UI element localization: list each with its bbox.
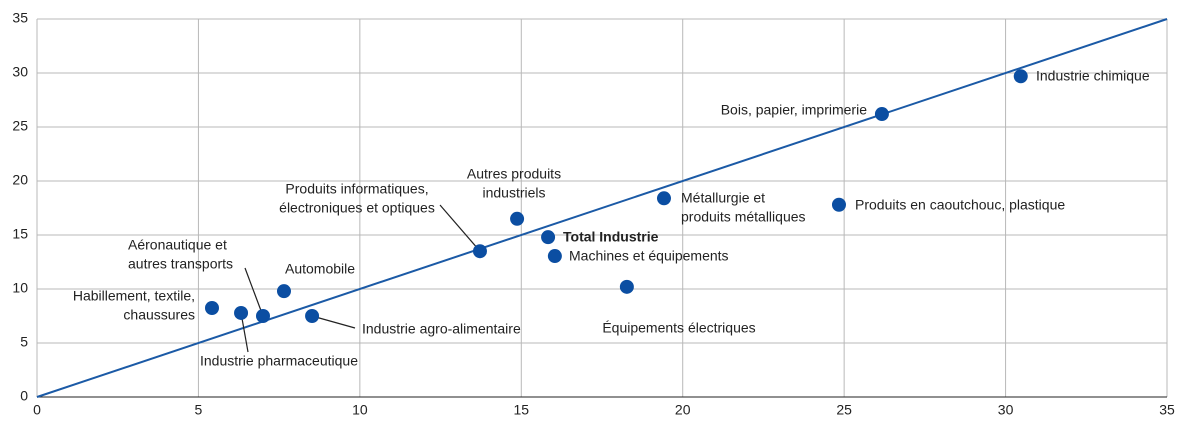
y-tick-label: 25 xyxy=(12,118,28,134)
y-tick-label: 5 xyxy=(20,334,28,350)
x-tick-label: 15 xyxy=(513,402,529,418)
point-label: autres transports xyxy=(128,256,233,272)
point-label: Bois, papier, imprimerie xyxy=(721,102,867,118)
point-label: industriels xyxy=(482,185,545,201)
x-tick-label: 10 xyxy=(352,402,368,418)
point xyxy=(234,305,249,320)
point xyxy=(472,244,487,259)
leader-line xyxy=(311,315,356,329)
point-label: produits métalliques xyxy=(681,209,806,225)
x-tick-label: 25 xyxy=(836,402,852,418)
point xyxy=(510,211,525,226)
point xyxy=(547,249,562,264)
point-label: Autres produits xyxy=(467,166,561,182)
point xyxy=(541,230,556,245)
point-label: électroniques et optiques xyxy=(279,200,435,216)
point-label: Machines et équipements xyxy=(569,248,729,264)
y-tick-label: 20 xyxy=(12,172,28,188)
point xyxy=(874,107,889,122)
point-label: Produits en caoutchouc, plastique xyxy=(855,197,1065,213)
point-label: Équipements électriques xyxy=(602,320,755,336)
y-tick-label: 10 xyxy=(12,280,28,296)
point-label: Habillement, textile, xyxy=(73,288,195,304)
point xyxy=(619,279,634,294)
leader-line xyxy=(244,267,264,317)
point-label: Industrie chimique xyxy=(1036,68,1150,84)
point xyxy=(1013,69,1028,84)
x-tick-label: 0 xyxy=(33,402,41,418)
y-tick-label: 35 xyxy=(12,10,28,26)
point-label: Industrie agro-alimentaire xyxy=(362,321,521,337)
point-label: Industrie pharmaceutique xyxy=(200,353,358,369)
x-tick-label: 30 xyxy=(998,402,1014,418)
point-label: Produits informatiques, xyxy=(285,181,428,197)
reference-line xyxy=(36,18,1168,398)
x-tick-label: 20 xyxy=(675,402,691,418)
y-tick-label: 15 xyxy=(12,226,28,242)
x-tick-label: 5 xyxy=(195,402,203,418)
point xyxy=(656,191,671,206)
y-tick-label: 30 xyxy=(12,64,28,80)
point-label: Aéronautique et xyxy=(128,237,227,253)
point xyxy=(831,197,846,212)
point-label: chaussures xyxy=(123,307,195,323)
y-tick-label: 0 xyxy=(20,388,28,404)
x-tick-label: 35 xyxy=(1159,402,1175,418)
point-label: Automobile xyxy=(285,261,355,277)
point xyxy=(305,309,320,323)
point xyxy=(256,309,270,323)
point xyxy=(276,284,291,299)
point-label: Total Industrie xyxy=(563,229,659,245)
leader-line xyxy=(439,204,481,252)
point-label: Métallurgie et xyxy=(681,190,765,206)
point xyxy=(204,301,219,316)
